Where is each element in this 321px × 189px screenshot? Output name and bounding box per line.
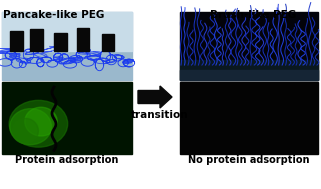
Bar: [30, 29, 43, 51]
Ellipse shape: [9, 100, 68, 147]
Text: Protein adsorption: Protein adsorption: [15, 155, 119, 165]
Text: Brush-like PEG: Brush-like PEG: [210, 10, 296, 20]
Bar: [180, 12, 318, 80]
Ellipse shape: [13, 118, 39, 144]
Bar: [77, 28, 89, 51]
Bar: [2, 82, 132, 154]
Ellipse shape: [10, 109, 51, 145]
FancyArrow shape: [138, 86, 172, 108]
Text: Pancake-like PEG: Pancake-like PEG: [3, 10, 104, 20]
Bar: [180, 82, 318, 154]
Bar: [180, 70, 318, 80]
Bar: [2, 12, 132, 80]
Text: No protein adsorption: No protein adsorption: [188, 155, 310, 165]
Bar: [180, 60, 318, 80]
Bar: [2, 12, 132, 51]
Bar: [54, 33, 67, 51]
Ellipse shape: [25, 107, 57, 136]
Bar: [102, 34, 114, 51]
Bar: [10, 31, 23, 51]
Text: transition: transition: [131, 110, 189, 120]
